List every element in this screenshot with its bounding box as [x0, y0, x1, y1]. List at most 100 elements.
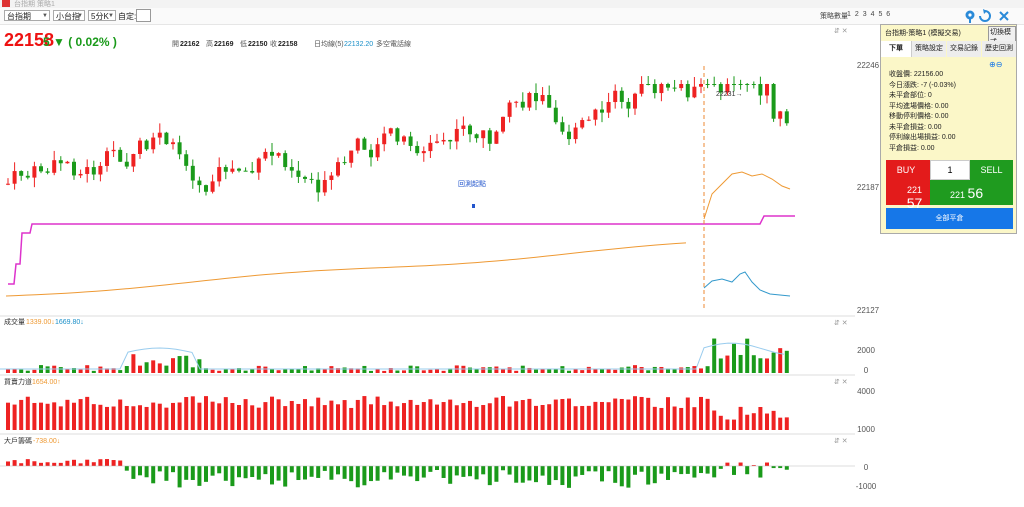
strategy-slot[interactable]: 4 — [870, 11, 876, 18]
bigplayer-bar — [699, 466, 703, 474]
volume-bar — [388, 368, 393, 373]
force-bar — [600, 401, 604, 430]
strategy-slot[interactable]: 1 — [847, 11, 852, 18]
force-bar — [435, 404, 439, 430]
sell-button[interactable]: SELL — [970, 160, 1013, 205]
candle-body — [316, 179, 321, 193]
candle-body — [606, 102, 611, 113]
force-bar — [633, 396, 637, 430]
bigplayer-bar — [204, 466, 208, 482]
volume-bar — [289, 369, 294, 373]
close-all-button[interactable]: 全部平倉 — [886, 208, 1013, 229]
bigplayer-bar — [65, 460, 70, 466]
candle-body — [336, 162, 340, 176]
force-bar — [375, 396, 380, 430]
volume-bar — [514, 370, 519, 373]
strategy-slots[interactable]: 1 2 3 4 5 6 — [847, 11, 891, 18]
force-bar — [639, 396, 644, 430]
volume-bar — [296, 368, 301, 373]
candle-body — [237, 168, 241, 171]
bigplayer-bar — [78, 463, 83, 466]
force-bar — [514, 401, 519, 430]
symbol-select-value: 台指期 — [7, 12, 31, 21]
buy-button[interactable]: BUY 221 57 — [886, 160, 930, 211]
custom-period-input[interactable] — [136, 9, 151, 22]
candle-body — [580, 120, 585, 128]
volume-bar — [329, 366, 334, 373]
candle-body — [184, 154, 189, 166]
volume-bar — [421, 370, 426, 373]
candle-body — [177, 142, 182, 155]
bigplayer-bar — [527, 466, 532, 481]
volume-bars — [6, 338, 789, 373]
force-bar — [276, 399, 281, 430]
bigplayer-settings-icon[interactable]: ⇵ ✕ — [834, 437, 848, 445]
candle-body — [283, 153, 288, 168]
force-bar — [626, 399, 631, 430]
strategy-slot[interactable]: 5 — [878, 11, 884, 18]
force-bar — [6, 402, 10, 430]
candle-body — [712, 84, 717, 85]
bigplayer-bar — [415, 466, 420, 482]
force-bar — [481, 405, 486, 430]
candle-body — [45, 171, 50, 173]
tab-order[interactable]: 下單 — [881, 41, 912, 57]
candle-body — [454, 128, 459, 142]
volume-tick: 0 — [864, 366, 869, 375]
tab-backtest[interactable]: 歷史回測 — [982, 41, 1016, 57]
quantity-input[interactable] — [930, 160, 970, 180]
volume-bar — [758, 358, 763, 373]
volume-bar — [138, 365, 142, 373]
volume-bar — [619, 367, 624, 373]
force-settings-icon[interactable]: ⇵ ✕ — [834, 378, 848, 386]
sell-price-area[interactable] — [930, 180, 970, 205]
zoom-in-icon[interactable]: ⊕ — [989, 60, 996, 69]
strategy-count-label: 策略數量 — [820, 13, 848, 20]
chevron-down-icon: ▼ — [108, 13, 114, 19]
bigplayer-bar — [633, 466, 637, 475]
volume-bar — [230, 368, 235, 373]
stat-realized-pnl: 平倉損益: 0.00 — [889, 144, 935, 152]
zoom-out-icon[interactable]: ⊖ — [995, 60, 1003, 69]
bigplayer-bar — [679, 466, 684, 475]
period-select[interactable]: 5分K ▼ — [88, 10, 116, 21]
refresh-icon[interactable] — [979, 9, 991, 22]
force-bar — [12, 404, 17, 430]
bigplayer-bar — [217, 466, 222, 474]
volume-bar — [586, 366, 591, 373]
bigplayer-bar — [190, 466, 195, 480]
strategy-panel: 台指期-策略1 (模擬交易) 切換模式 下單 策略設定 交易記錄 歷史回測 ⊕⊖… — [880, 24, 1017, 234]
tab-strategy-settings[interactable]: 策略設定 — [912, 41, 946, 57]
bigplayer-bar — [666, 466, 670, 480]
bigplayer-bar — [751, 465, 756, 466]
force-bar — [25, 396, 30, 430]
strategy-slot[interactable]: 2 — [854, 11, 860, 18]
contract-select[interactable]: 小台指 ▼ — [53, 10, 85, 21]
chart-area[interactable]: 22158 5 ▼ ( 0.02% ) 開 22162 高 22169 低 22… — [0, 24, 880, 507]
bigplayer-bar — [250, 466, 255, 478]
buy-label: BUY — [896, 165, 916, 175]
volume-bar — [428, 369, 433, 373]
close-icon[interactable] — [999, 11, 1009, 21]
strategy-slot[interactable]: 3 — [862, 11, 868, 18]
candle-body — [19, 171, 24, 176]
chart-settings-icon[interactable]: ⇵ ✕ — [834, 27, 848, 35]
force-bar — [402, 403, 406, 430]
location-icon[interactable] — [965, 10, 975, 24]
open-label: 開 — [172, 40, 179, 48]
force-bar — [441, 402, 446, 430]
volume-bar — [784, 350, 789, 373]
bigplayer-bar — [402, 466, 406, 476]
force-bar — [263, 402, 268, 430]
bigplayer-bar — [586, 466, 591, 472]
volume-bar — [25, 370, 30, 373]
volume-settings-icon[interactable]: ⇵ ✕ — [834, 319, 848, 327]
strategy-slot[interactable]: 6 — [886, 11, 892, 18]
volume-bar — [771, 352, 776, 373]
symbol-select[interactable]: 台指期 ▼ — [4, 10, 50, 21]
tab-trade-history[interactable]: 交易記錄 — [947, 41, 981, 57]
candle-body — [98, 165, 103, 175]
force-bar — [223, 397, 228, 430]
stat-close-price: 收盤價: 22156.00 — [889, 71, 944, 78]
force-bar — [164, 407, 169, 430]
